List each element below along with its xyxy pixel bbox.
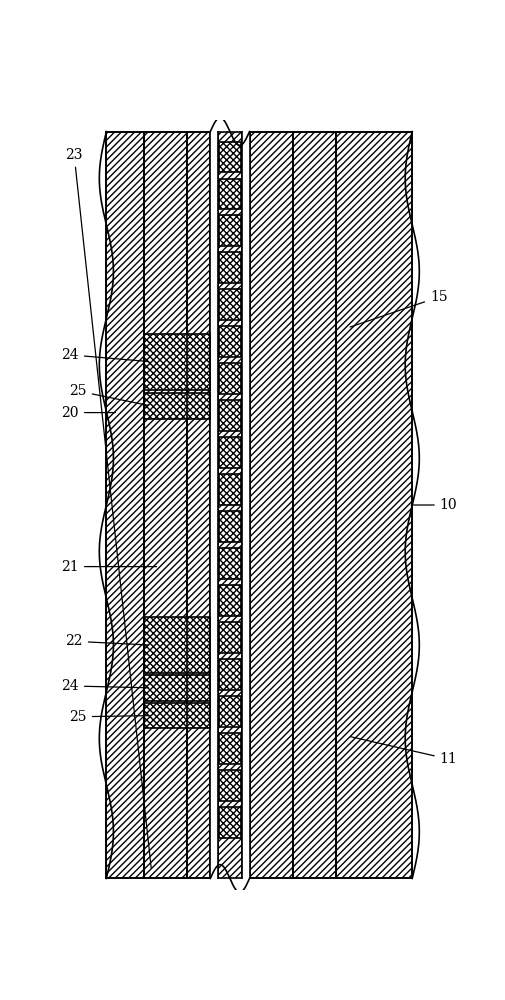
Bar <box>219 252 240 283</box>
Bar <box>143 617 210 673</box>
Text: 24: 24 <box>61 679 148 693</box>
Bar <box>143 334 210 389</box>
Text: 21: 21 <box>61 560 156 574</box>
Bar <box>143 703 210 728</box>
Text: 24: 24 <box>61 348 148 362</box>
Text: 11: 11 <box>349 737 457 766</box>
Bar <box>219 142 240 172</box>
Bar <box>219 400 240 431</box>
Bar <box>186 132 210 878</box>
Bar <box>335 132 412 878</box>
Bar <box>143 393 210 419</box>
Text: 23: 23 <box>65 148 151 868</box>
Bar <box>143 675 210 701</box>
Bar <box>219 179 240 209</box>
Text: 25: 25 <box>69 384 148 405</box>
Bar <box>106 132 143 878</box>
Bar <box>241 132 249 878</box>
Bar <box>218 132 241 878</box>
Bar <box>219 696 240 727</box>
Text: 22: 22 <box>65 634 148 648</box>
Bar <box>219 363 240 394</box>
Bar <box>292 132 335 878</box>
Bar <box>210 132 218 878</box>
Bar <box>219 289 240 320</box>
Bar <box>219 622 240 653</box>
Bar <box>219 326 240 357</box>
Bar <box>219 511 240 542</box>
Bar <box>219 770 240 801</box>
Bar <box>219 548 240 579</box>
Bar <box>219 807 240 838</box>
Text: 20: 20 <box>61 406 115 420</box>
Bar <box>219 585 240 616</box>
Bar <box>143 132 186 878</box>
Bar <box>219 215 240 246</box>
Bar <box>219 659 240 690</box>
Bar <box>219 733 240 764</box>
Bar <box>219 437 240 468</box>
Text: 15: 15 <box>349 290 446 327</box>
Text: 10: 10 <box>410 498 457 512</box>
Bar <box>219 474 240 505</box>
Bar <box>249 132 292 878</box>
Text: 25: 25 <box>69 710 148 724</box>
